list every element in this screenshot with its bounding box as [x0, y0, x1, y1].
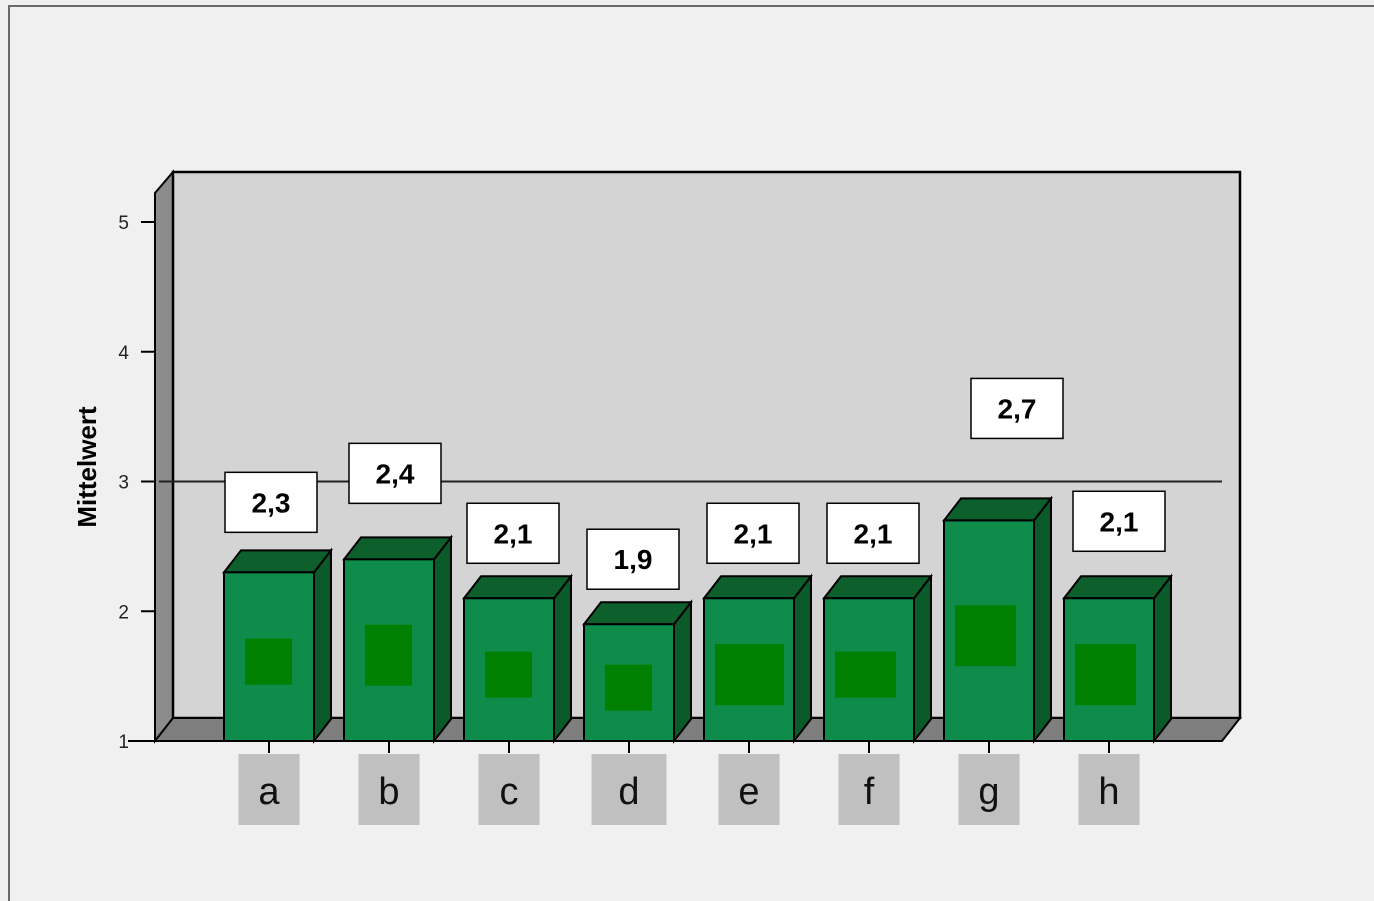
category-box: [718, 754, 780, 825]
category-box: [838, 754, 900, 825]
category-label: h: [1098, 771, 1119, 813]
data-label-box: [970, 377, 1064, 440]
data-label-box: [224, 471, 318, 534]
bar-patch: [485, 651, 532, 698]
category-label: b: [378, 771, 399, 813]
bar-patch: [605, 664, 652, 711]
bar-top: [221, 549, 334, 574]
category-box: [1078, 754, 1140, 825]
data-label: 2,3: [252, 487, 291, 518]
bar-side: [1033, 495, 1052, 744]
bar-top: [701, 575, 814, 600]
data-label: 2,1: [734, 518, 773, 549]
bar-side: [913, 573, 932, 744]
category-box: [958, 754, 1020, 825]
bar-patch: [955, 605, 1016, 667]
y-tick-label: 3: [118, 473, 129, 494]
bar-top: [581, 601, 694, 626]
data-label-box: [826, 502, 920, 565]
y-tick-label: 4: [118, 343, 129, 364]
data-label-box: [586, 528, 680, 590]
category-box: [238, 754, 300, 825]
data-label: 2,1: [854, 518, 893, 549]
bar-patch: [245, 638, 292, 685]
bar-side: [1153, 573, 1172, 744]
y-tick-label: 1: [118, 732, 129, 753]
category-labels: a b c d e f g h: [238, 741, 1140, 825]
bar-side: [553, 573, 572, 744]
bar-side: [313, 547, 332, 744]
data-label: 2,4: [376, 458, 415, 489]
category-label: a: [258, 771, 280, 813]
data-label: 1,9: [614, 544, 653, 575]
bar-patch: [365, 624, 412, 686]
bar-patch: [835, 651, 896, 698]
bar-top: [821, 575, 934, 600]
bar-top: [941, 497, 1054, 522]
data-label: 2,1: [494, 518, 533, 549]
category-box: [358, 754, 420, 825]
data-label: 2,7: [998, 393, 1037, 424]
bar: [821, 573, 934, 744]
bar: [1061, 573, 1174, 744]
bar-top: [341, 536, 454, 561]
y-axis-label: Mittelwert: [72, 406, 102, 528]
plot-side-wall: [154, 169, 174, 744]
category-label: c: [500, 771, 519, 813]
data-label-box: [348, 442, 442, 505]
bar-top: [461, 575, 574, 600]
bar-patch: [715, 644, 784, 706]
category-box: [478, 754, 540, 825]
bar-top: [1061, 575, 1174, 600]
y-tick-label: 2: [118, 602, 129, 623]
bars: [221, 495, 1174, 744]
category-label: g: [978, 771, 999, 813]
bar-side: [793, 573, 812, 744]
data-label: 2,1: [1100, 506, 1139, 537]
data-label-box: [466, 502, 560, 565]
category-label: f: [864, 771, 875, 813]
category-label: e: [738, 771, 759, 813]
data-label-box: [706, 502, 800, 565]
data-labels: 2,3 2,4 2,1 1,9 2,1 2,1 2,7 2,1: [224, 377, 1166, 590]
bar: [221, 547, 334, 744]
bar: [941, 495, 1054, 744]
data-label-box: [1072, 490, 1166, 553]
y-tick-label: 5: [118, 213, 129, 234]
chart-frame: [8, 5, 1374, 901]
bar: [341, 534, 454, 744]
category-label: d: [618, 771, 639, 813]
category-box: [591, 754, 667, 825]
bar-side: [433, 534, 452, 744]
bar-side: [673, 599, 692, 744]
bar: [461, 573, 574, 744]
bar: [701, 573, 814, 744]
bar-patch: [1075, 644, 1136, 706]
bar: [581, 599, 694, 744]
y-ticks: 1 2 3 4 5: [118, 213, 155, 753]
